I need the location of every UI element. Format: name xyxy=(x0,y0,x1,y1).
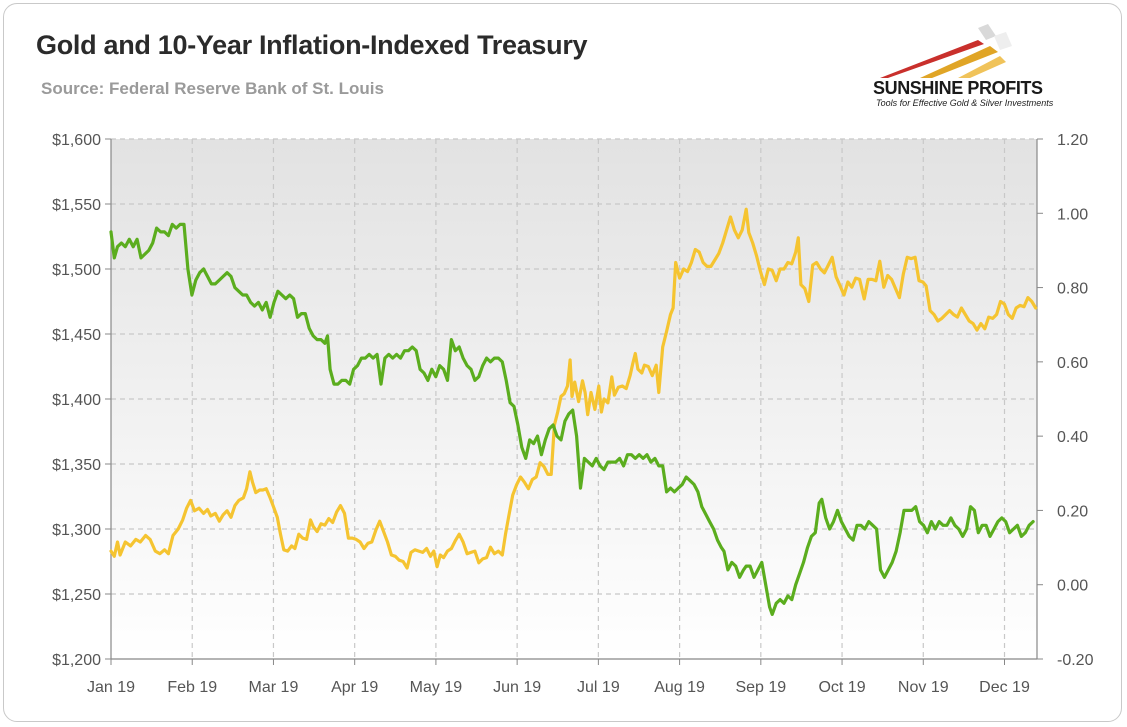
tips-yield-line xyxy=(109,222,1035,616)
left-tick-label: $1,200 xyxy=(52,652,101,669)
x-tick-label: Apr 19 xyxy=(331,679,378,696)
left-tick-label: $1,300 xyxy=(52,522,101,539)
x-tick-label: Oct 19 xyxy=(818,679,865,696)
left-tick-label: $1,500 xyxy=(52,262,101,279)
x-tick-label: Sep 19 xyxy=(735,679,786,696)
logo-tagline: Tools for Effective Gold & Silver Invest… xyxy=(876,98,1054,108)
grid xyxy=(111,138,1037,659)
left-tick-label: $1,450 xyxy=(52,327,101,344)
sunshine-profits-logo-icon xyxy=(880,24,1012,78)
right-tick-label: -0.20 xyxy=(1057,652,1094,669)
x-tick-label: Mar 19 xyxy=(249,679,299,696)
x-tick-label: Jun 19 xyxy=(493,679,541,696)
x-tick-label: Dec 19 xyxy=(979,679,1030,696)
left-tick-label: $1,600 xyxy=(52,132,101,149)
right-tick-label: 1.20 xyxy=(1057,132,1088,149)
right-tick-label: 0.40 xyxy=(1057,429,1088,446)
right-tick-label: 0.00 xyxy=(1057,578,1088,595)
x-tick-label: Feb 19 xyxy=(167,679,217,696)
x-tick-label: Aug 19 xyxy=(654,679,705,696)
x-tick-label: May 19 xyxy=(410,679,463,696)
chart-source: Source: Federal Reserve Bank of St. Loui… xyxy=(41,79,384,98)
left-tick-label: $1,550 xyxy=(52,197,101,214)
series-group xyxy=(109,207,1038,616)
right-tick-label: 0.60 xyxy=(1057,355,1088,372)
left-tick-label: $1,350 xyxy=(52,457,101,474)
x-tick-label: Jan 19 xyxy=(87,679,135,696)
right-tick-label: 0.20 xyxy=(1057,503,1088,520)
x-tick-label: Nov 19 xyxy=(898,679,949,696)
left-tick-label: $1,400 xyxy=(52,392,101,409)
axes xyxy=(105,138,1043,665)
x-tick-label: Jul 19 xyxy=(577,679,620,696)
gold-price-line xyxy=(109,207,1038,570)
right-tick-label: 1.00 xyxy=(1057,206,1088,223)
chart-title: Gold and 10-Year Inflation-Indexed Treas… xyxy=(36,30,588,60)
logo-name: SUNSHINE PROFITS xyxy=(873,78,1043,98)
tick-labels: $1,200 $1,250 $1,300 $1,350 $1,400 $1,450 $1,5… xyxy=(52,132,1094,696)
right-tick-label: 0.80 xyxy=(1057,281,1088,298)
left-tick-label: $1,250 xyxy=(52,587,101,604)
